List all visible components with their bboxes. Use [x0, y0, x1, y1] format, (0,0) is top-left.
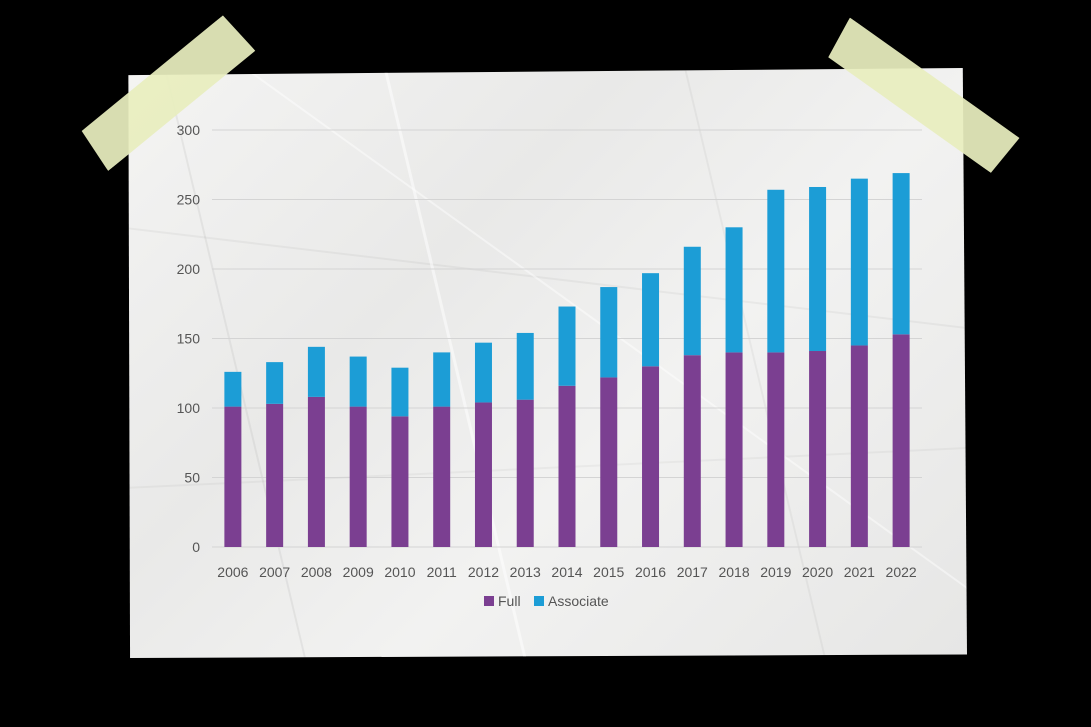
- bar-associate-2022: [892, 173, 910, 335]
- bar-associate-2020: [809, 186, 827, 352]
- bar-full-2007: [266, 403, 284, 547]
- legend-swatch-full: [484, 596, 494, 606]
- y-tick-label: 50: [184, 470, 200, 486]
- y-tick-label: 250: [177, 192, 201, 208]
- x-tick-label: 2017: [677, 564, 708, 580]
- bar-associate-2013: [516, 332, 534, 400]
- y-tick-label: 0: [192, 539, 200, 555]
- x-tick-label: 2021: [844, 564, 875, 580]
- x-tick-label: 2015: [593, 564, 624, 580]
- bar-full-2016: [642, 366, 660, 547]
- paper-wrinkles: [128, 68, 967, 658]
- y-tick-label: 100: [177, 400, 201, 416]
- bar-full-2022: [892, 334, 910, 547]
- bar-full-2008: [307, 396, 325, 547]
- x-tick-label: 2020: [802, 564, 833, 580]
- x-tick-label: 2013: [510, 564, 541, 580]
- bar-associate-2011: [433, 352, 451, 407]
- bar-full-2006: [224, 406, 242, 547]
- x-tick-label: 2016: [635, 564, 666, 580]
- bar-full-2017: [683, 355, 701, 547]
- x-tick-label: 2007: [259, 564, 290, 580]
- bar-associate-2021: [850, 178, 868, 346]
- y-axis-ticks: 0 50 100 150 200 250 300: [177, 122, 201, 555]
- x-tick-label: 2022: [886, 564, 917, 580]
- x-tick-label: 2014: [551, 564, 582, 580]
- y-tick-label: 150: [177, 331, 201, 347]
- bar-full-2013: [516, 399, 534, 547]
- bar-associate-2006: [224, 371, 242, 407]
- x-tick-label: 2019: [760, 564, 791, 580]
- bar-full-2018: [725, 352, 743, 547]
- x-tick-label: 2012: [468, 564, 499, 580]
- bar-associate-2016: [642, 273, 660, 367]
- bar-associate-2017: [683, 246, 701, 356]
- bar-full-2020: [809, 351, 827, 547]
- bar-full-2012: [474, 402, 492, 547]
- y-tick-label: 300: [177, 122, 201, 138]
- x-tick-label: 2006: [217, 564, 248, 580]
- x-tick-label: 2011: [427, 564, 457, 580]
- x-tick-label: 2009: [343, 564, 374, 580]
- bar-associate-2010: [391, 367, 409, 417]
- bar-associate-2012: [474, 342, 492, 403]
- bar-full-2010: [391, 416, 409, 547]
- bar-full-2015: [600, 377, 618, 547]
- legend-label-full: Full: [498, 593, 521, 609]
- bar-associate-2015: [600, 287, 618, 378]
- bar-full-2014: [558, 385, 576, 547]
- x-axis-ticks: 2006 2007 2008 2009 2010 2011 2012 2013 2014 2015…: [217, 564, 917, 580]
- x-tick-label: 2008: [301, 564, 332, 580]
- bar-full-2011: [433, 406, 451, 547]
- y-tick-label: 200: [177, 261, 201, 277]
- legend-swatch-associate: [534, 596, 544, 606]
- bar-associate-2008: [307, 346, 325, 397]
- bar-full-2009: [349, 406, 367, 547]
- bars: [224, 173, 910, 547]
- bar-full-2019: [767, 352, 785, 547]
- bar-associate-2019: [767, 189, 785, 353]
- bar-associate-2007: [266, 362, 284, 404]
- x-tick-label: 2010: [384, 564, 415, 580]
- bar-associate-2014: [558, 306, 576, 386]
- bar-full-2021: [850, 345, 868, 547]
- bar-associate-2009: [349, 356, 367, 407]
- legend: Full Associate: [484, 593, 609, 609]
- legend-label-associate: Associate: [548, 593, 609, 609]
- bar-associate-2018: [725, 227, 743, 353]
- x-tick-label: 2018: [718, 564, 749, 580]
